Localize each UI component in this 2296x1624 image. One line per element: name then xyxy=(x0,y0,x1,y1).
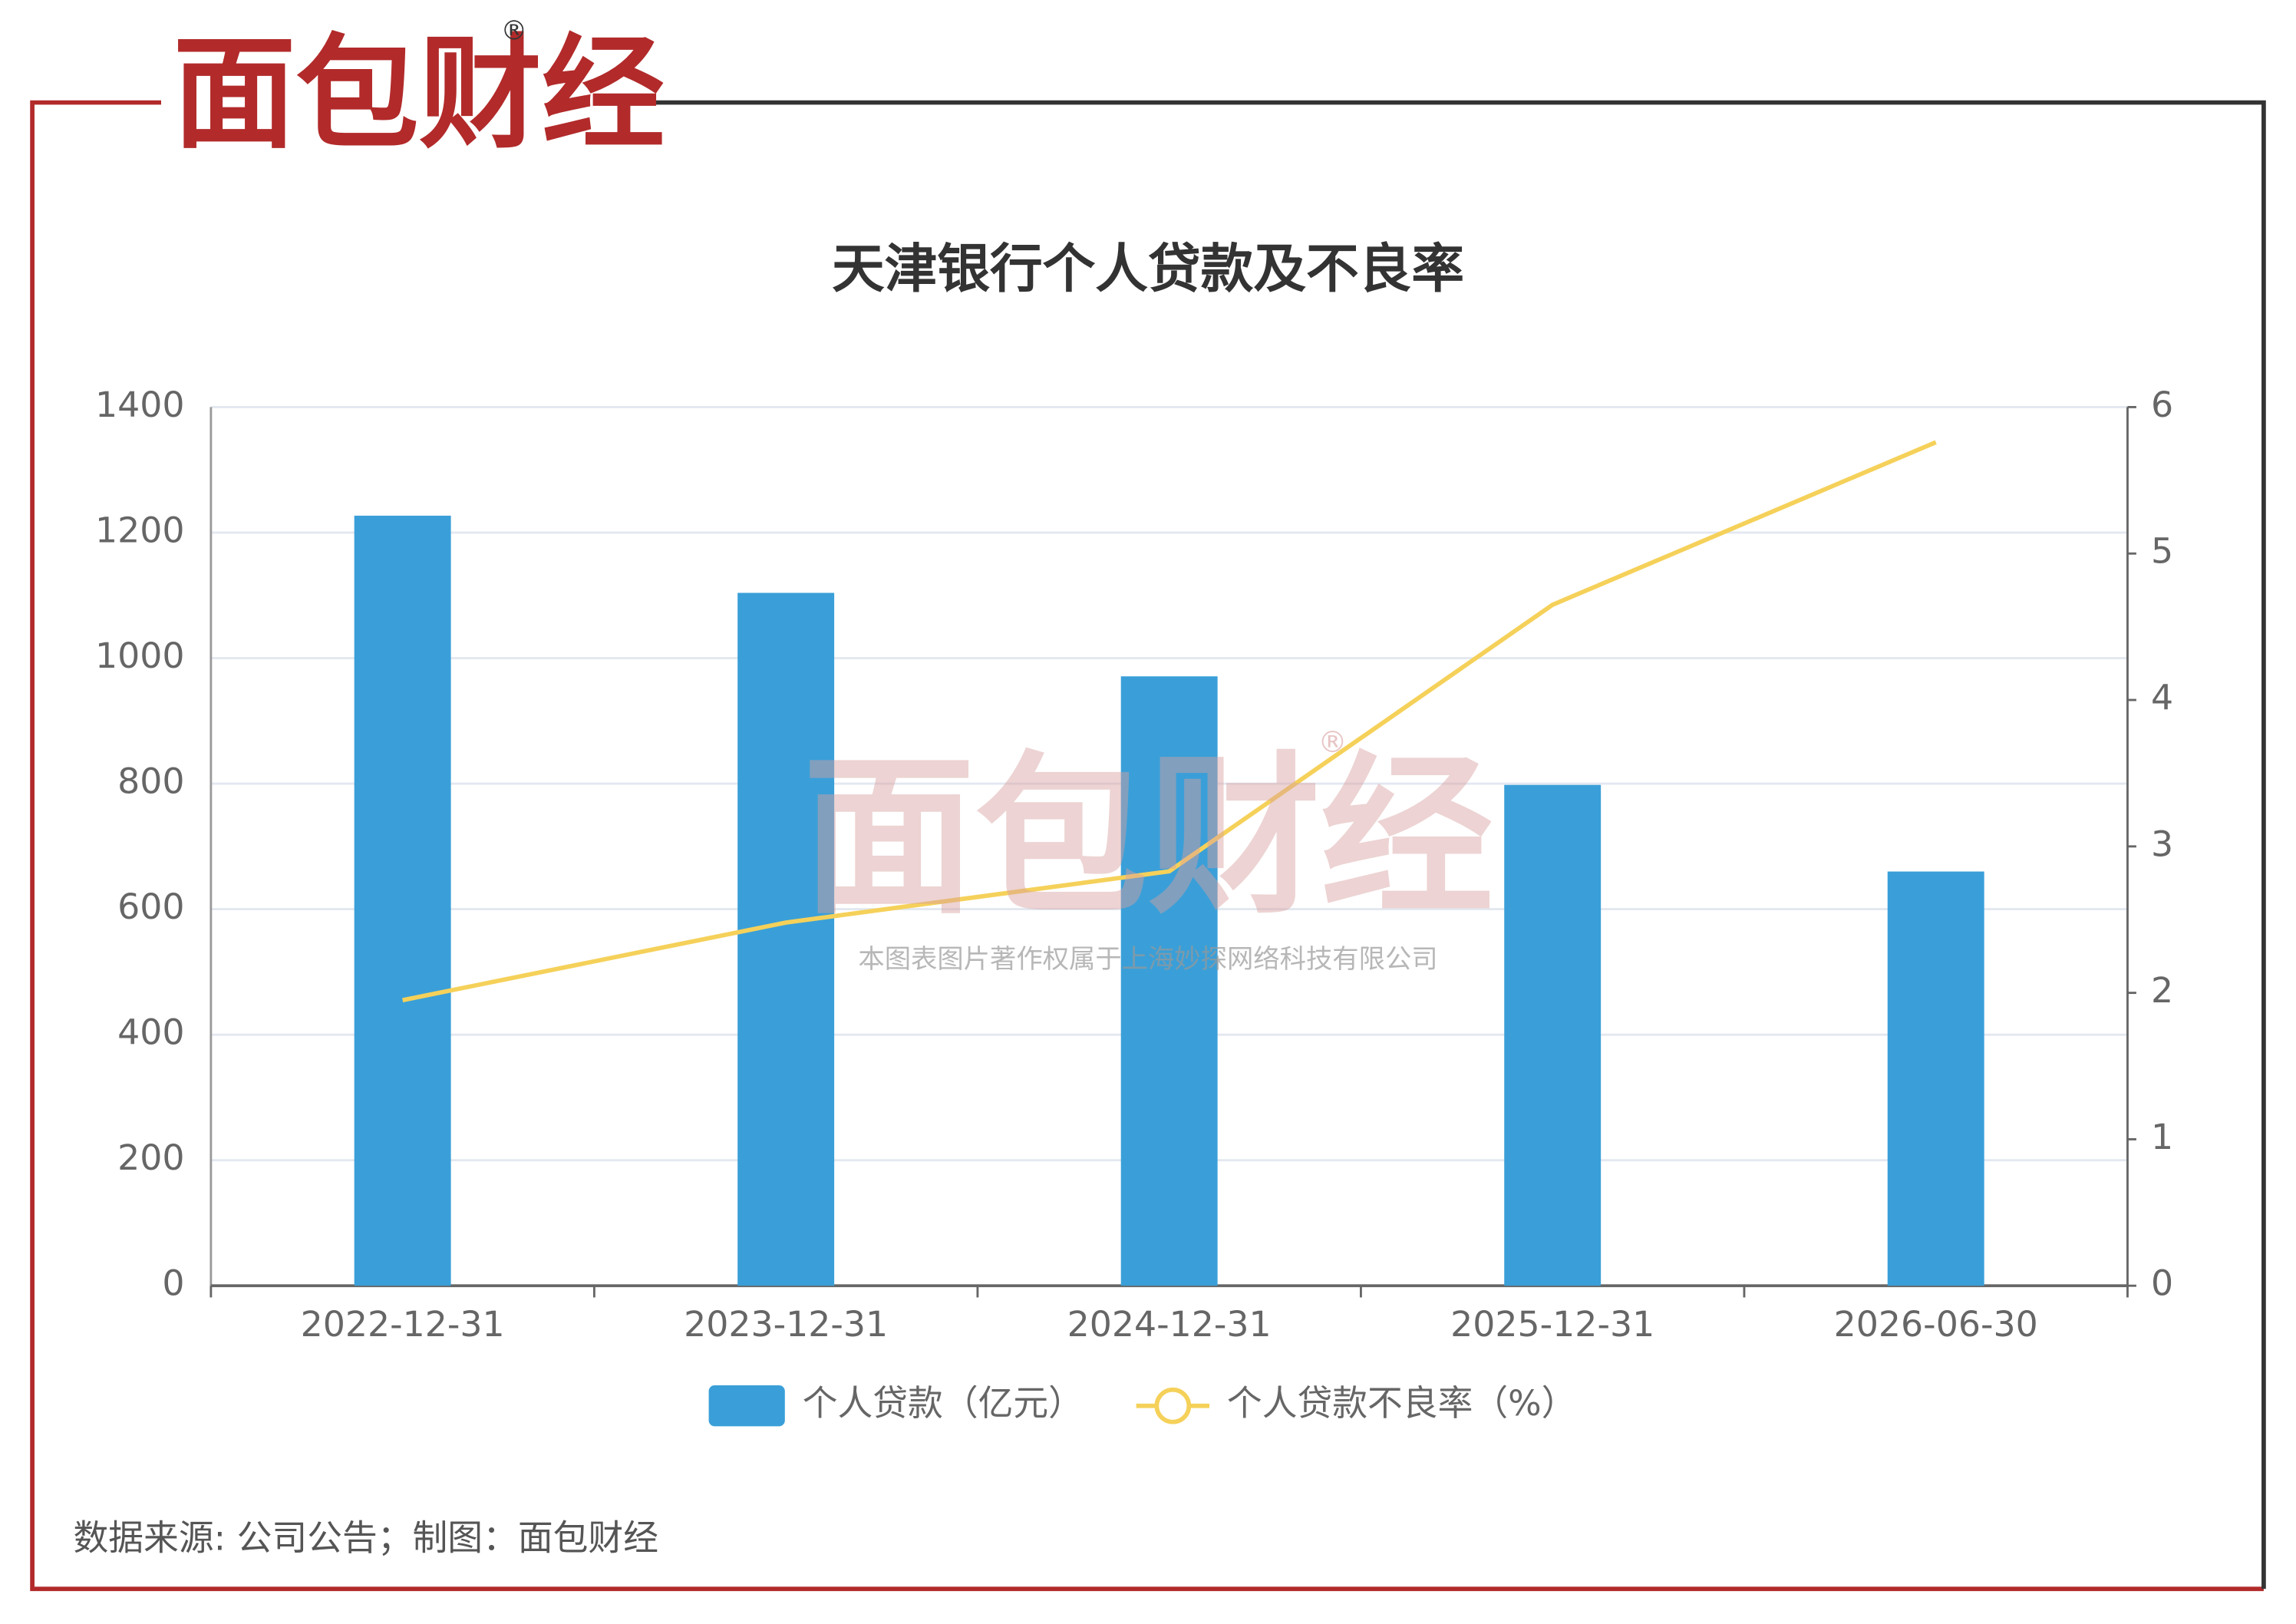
bar xyxy=(737,592,835,1286)
y2-tick-label: 4 xyxy=(2151,677,2173,718)
y2-tick-label: 6 xyxy=(2151,384,2173,425)
watermark-logo: 面包财经 xyxy=(803,737,1494,938)
chart-title: 天津银行个人贷款及不良率 xyxy=(832,239,1464,300)
x-tick-label: 2023-12-31 xyxy=(684,1303,888,1345)
y2-tick-label: 1 xyxy=(2151,1116,2173,1157)
source-note: 数据来源: 公司公告；制图：面包财经 xyxy=(74,1517,658,1559)
x-tick-label: 2025-12-31 xyxy=(1450,1303,1654,1345)
legend-swatch xyxy=(708,1385,785,1427)
frame-red xyxy=(30,100,2264,1592)
y-tick-label: 200 xyxy=(117,1137,184,1178)
legend-marker xyxy=(1154,1387,1192,1424)
y-tick-label: 0 xyxy=(162,1263,184,1304)
bar xyxy=(354,515,451,1286)
legend-label: 个人贷款不良率（%） xyxy=(1227,1382,1577,1424)
x-tick-label: 2026-06-30 xyxy=(1834,1303,2038,1345)
y-tick-label: 1200 xyxy=(95,509,185,550)
logo-mark: ® xyxy=(501,15,527,46)
plot: 0 200 400 600 800 1000 1200 1400 0 1 2 3 4 5 6 2022-12-… xyxy=(95,384,2173,1427)
logo: 面包财经 xyxy=(173,21,665,165)
y-tick-label: 400 xyxy=(117,1012,184,1053)
y2-tick-label: 2 xyxy=(2151,969,2173,1011)
y-tick-label: 600 xyxy=(117,886,184,927)
frame-dark xyxy=(615,100,2266,1589)
y2-tick-label: 5 xyxy=(2151,530,2173,572)
y2-tick-label: 3 xyxy=(2151,823,2173,864)
line xyxy=(402,440,1937,1002)
y-tick-label: 1000 xyxy=(95,635,185,676)
watermark-text: 本图表图片著作权属于上海妙探网络科技有限公司 xyxy=(858,944,1437,975)
y2-tick-label: 0 xyxy=(2151,1263,2173,1304)
watermark-mark: ® xyxy=(1318,725,1347,759)
bar xyxy=(1887,871,1984,1286)
x-tick-label: 2024-12-31 xyxy=(1067,1303,1272,1345)
x-tick-label: 2022-12-31 xyxy=(301,1303,505,1345)
bar xyxy=(1120,676,1218,1286)
y-tick-label: 800 xyxy=(117,761,184,802)
y-tick-label: 1400 xyxy=(95,384,185,425)
legend-label: 个人贷款（亿元） xyxy=(803,1382,1084,1424)
bar xyxy=(1504,784,1602,1286)
